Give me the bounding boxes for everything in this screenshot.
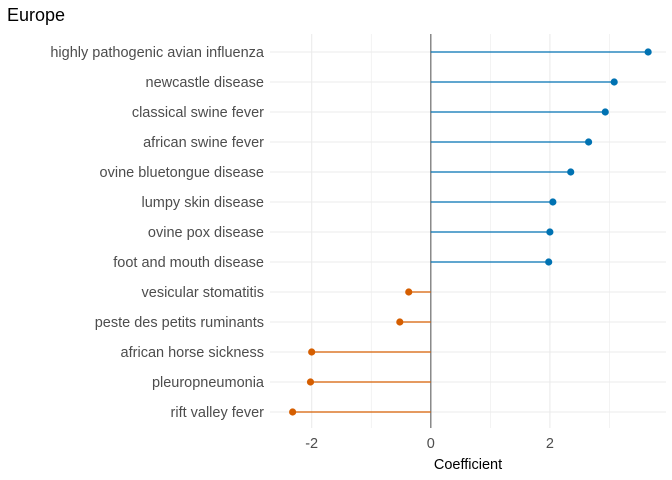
lollipop-point <box>644 48 652 56</box>
lollipop-point <box>308 348 316 356</box>
y-tick-label: african swine fever <box>143 135 264 151</box>
y-tick-label: peste des petits ruminants <box>95 315 264 331</box>
x-tick-label: -2 <box>305 436 318 452</box>
y-axis-tick-labels: highly pathogenic avian influenza newcast… <box>50 45 265 421</box>
y-tick-label: rift valley fever <box>171 405 265 421</box>
lollipop-point <box>584 138 593 146</box>
lollipop-point <box>289 408 297 416</box>
lollipop-point <box>546 228 554 236</box>
lollipop-point <box>549 198 557 206</box>
x-tick-label: 2 <box>546 436 554 452</box>
x-tick-label: 0 <box>427 436 435 452</box>
lollipop-point <box>306 378 315 386</box>
x-axis-tick-labels: -2 0 2 <box>305 436 554 452</box>
y-tick-label: newcastle disease <box>146 75 265 91</box>
y-tick-label: vesicular stomatitis <box>142 285 264 301</box>
lollipop-marks <box>289 48 652 416</box>
grid-lines <box>270 34 666 428</box>
lollipop-point <box>610 78 618 86</box>
lollipop-point <box>396 318 404 326</box>
chart-title: Europe <box>7 5 65 25</box>
y-tick-label: ovine bluetongue disease <box>100 165 264 181</box>
y-tick-label: classical swine fever <box>132 105 264 121</box>
lollipop-point <box>567 168 575 176</box>
y-tick-label: highly pathogenic avian influenza <box>50 45 265 61</box>
y-tick-label: ovine pox disease <box>148 225 264 241</box>
y-tick-label: foot and mouth disease <box>113 255 264 271</box>
y-tick-label: pleuropneumonia <box>152 375 265 391</box>
lollipop-point <box>601 108 609 116</box>
x-axis-title: Coefficient <box>434 457 502 473</box>
y-tick-label: lumpy skin disease <box>142 195 265 211</box>
lollipop-point <box>545 258 553 266</box>
lollipop-point <box>405 288 413 296</box>
y-tick-label: african horse sickness <box>121 345 264 361</box>
